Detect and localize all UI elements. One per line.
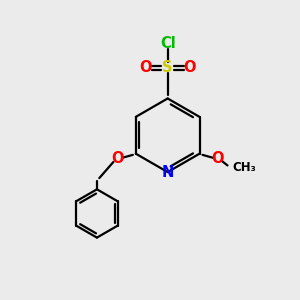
Text: O: O: [140, 60, 152, 75]
Text: O: O: [212, 152, 224, 166]
Text: N: N: [161, 165, 174, 180]
Text: CH₃: CH₃: [232, 161, 256, 174]
Text: Cl: Cl: [160, 36, 176, 51]
Text: O: O: [111, 152, 124, 166]
Text: S: S: [162, 60, 173, 75]
Text: O: O: [183, 60, 196, 75]
